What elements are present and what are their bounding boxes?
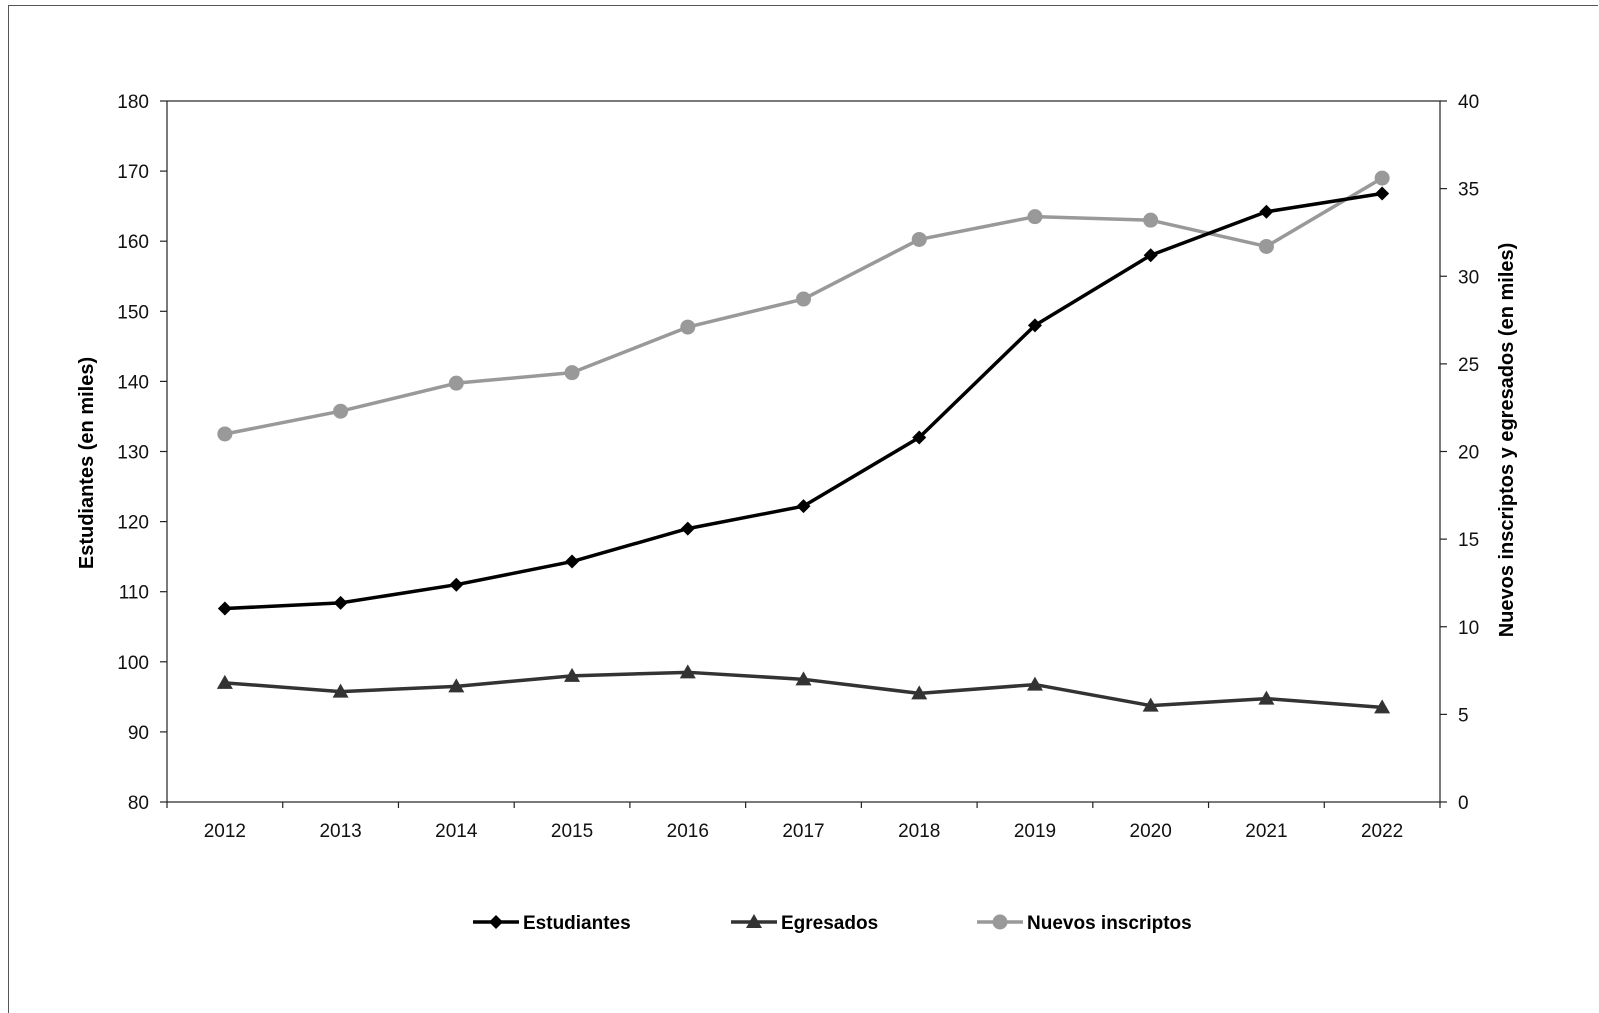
y-right-tick-label: 5	[1458, 705, 1469, 726]
y-right-tick-label: 40	[1458, 92, 1479, 113]
y-left-tick-label: 120	[117, 513, 149, 534]
point-estudiantes	[1259, 204, 1274, 219]
point-egresados	[679, 664, 696, 679]
y-left-tick-label: 160	[117, 232, 149, 253]
x-tick-label: 2015	[551, 821, 593, 842]
x-tick-label: 2019	[1014, 821, 1056, 842]
y-left-tick-label: 90	[128, 723, 149, 744]
y-left-tick-label: 80	[128, 793, 149, 814]
x-tick-label: 2022	[1361, 821, 1403, 842]
legend: Estudiantes Egresados Nuevos inscriptos	[473, 913, 1192, 934]
point-estudiantes	[1143, 248, 1158, 263]
point-estudiantes	[1375, 186, 1390, 201]
y-left-tick-label: 170	[117, 162, 149, 183]
y-left-tick-label: 130	[117, 443, 149, 464]
x-tick-label: 2018	[898, 821, 940, 842]
point-estudiantes	[796, 499, 811, 514]
y-left-tick-label: 110	[119, 583, 149, 604]
point-egresados	[1026, 676, 1043, 691]
point-nuevos-inscriptos	[1258, 238, 1274, 254]
y-axis-right-title: Nuevos inscriptos y egresados (en miles)	[1496, 243, 1518, 638]
point-egresados	[795, 671, 812, 686]
point-estudiantes	[565, 554, 580, 569]
y-right-tick-label: 20	[1458, 443, 1479, 464]
legend-swatch-marker	[992, 914, 1008, 930]
series-line-estudiantes	[224, 191, 1383, 611]
legend-item-nuevos-inscriptos: Nuevos inscriptos	[977, 913, 1192, 934]
y-right-tick-label: 0	[1458, 793, 1469, 814]
x-tick-label: 2020	[1130, 821, 1172, 842]
y-axis-left-title: Estudiantes (en miles)	[76, 357, 98, 569]
point-egresados	[564, 667, 581, 682]
y-right-tick-label: 30	[1458, 267, 1479, 288]
x-tick-label: 2021	[1245, 821, 1287, 842]
point-nuevos-inscriptos	[1374, 170, 1390, 186]
point-estudiantes	[449, 577, 464, 592]
series-estudiantes	[217, 186, 1390, 616]
legend-item-egresados: Egresados	[731, 913, 878, 934]
point-nuevos-inscriptos	[217, 426, 233, 442]
y-left-tick-label: 180	[117, 92, 149, 113]
series-layer	[216, 170, 1391, 714]
legend-label-estudiantes: Estudiantes	[523, 913, 631, 934]
chart-frame	[8, 5, 1598, 1013]
x-tick-label: 2014	[435, 821, 478, 842]
y-right-tick-label: 35	[1458, 180, 1479, 201]
y-left-tick-label: 140	[117, 372, 149, 393]
series-nuevos-inscriptos	[217, 170, 1390, 442]
point-estudiantes	[680, 521, 695, 536]
point-egresados	[1142, 697, 1159, 712]
point-nuevos-inscriptos	[911, 231, 927, 247]
point-egresados	[911, 685, 928, 700]
y-right-tick-label: 25	[1458, 355, 1479, 376]
point-nuevos-inscriptos	[1143, 212, 1159, 228]
point-estudiantes	[217, 601, 232, 616]
y-right-tick-label: 10	[1458, 618, 1479, 639]
point-nuevos-inscriptos	[448, 375, 464, 391]
legend-item-estudiantes: Estudiantes	[473, 913, 631, 934]
legend-label-nuevos-inscriptos: Nuevos inscriptos	[1027, 913, 1192, 934]
point-estudiantes	[912, 430, 927, 445]
point-nuevos-inscriptos	[1027, 209, 1043, 225]
plot-area	[166, 100, 1441, 803]
y-left-tick-label: 100	[117, 653, 149, 674]
legend-label-egresados: Egresados	[781, 913, 878, 934]
y-left-tick-label: 150	[117, 302, 149, 323]
point-nuevos-inscriptos	[564, 365, 580, 381]
point-egresados	[1258, 690, 1275, 705]
y-right-tick-label: 15	[1458, 530, 1479, 551]
x-tick-label: 2013	[319, 821, 361, 842]
point-nuevos-inscriptos	[796, 291, 811, 307]
legend-swatch-marker	[746, 914, 762, 928]
x-tick-label: 2012	[204, 821, 246, 842]
x-tick-label: 2017	[782, 821, 824, 842]
x-tick-label: 2016	[667, 821, 709, 842]
series-egresados	[216, 664, 1391, 714]
point-nuevos-inscriptos	[333, 403, 349, 419]
axes: 8090100110120130140150160170180051015202…	[117, 92, 1479, 842]
point-estudiantes	[1027, 318, 1042, 333]
legend-swatch-marker	[489, 915, 503, 929]
point-egresados	[1374, 699, 1391, 714]
point-egresados	[448, 678, 465, 693]
point-estudiantes	[333, 595, 348, 610]
point-egresados	[216, 674, 233, 689]
point-nuevos-inscriptos	[680, 319, 696, 335]
point-egresados	[332, 683, 349, 698]
